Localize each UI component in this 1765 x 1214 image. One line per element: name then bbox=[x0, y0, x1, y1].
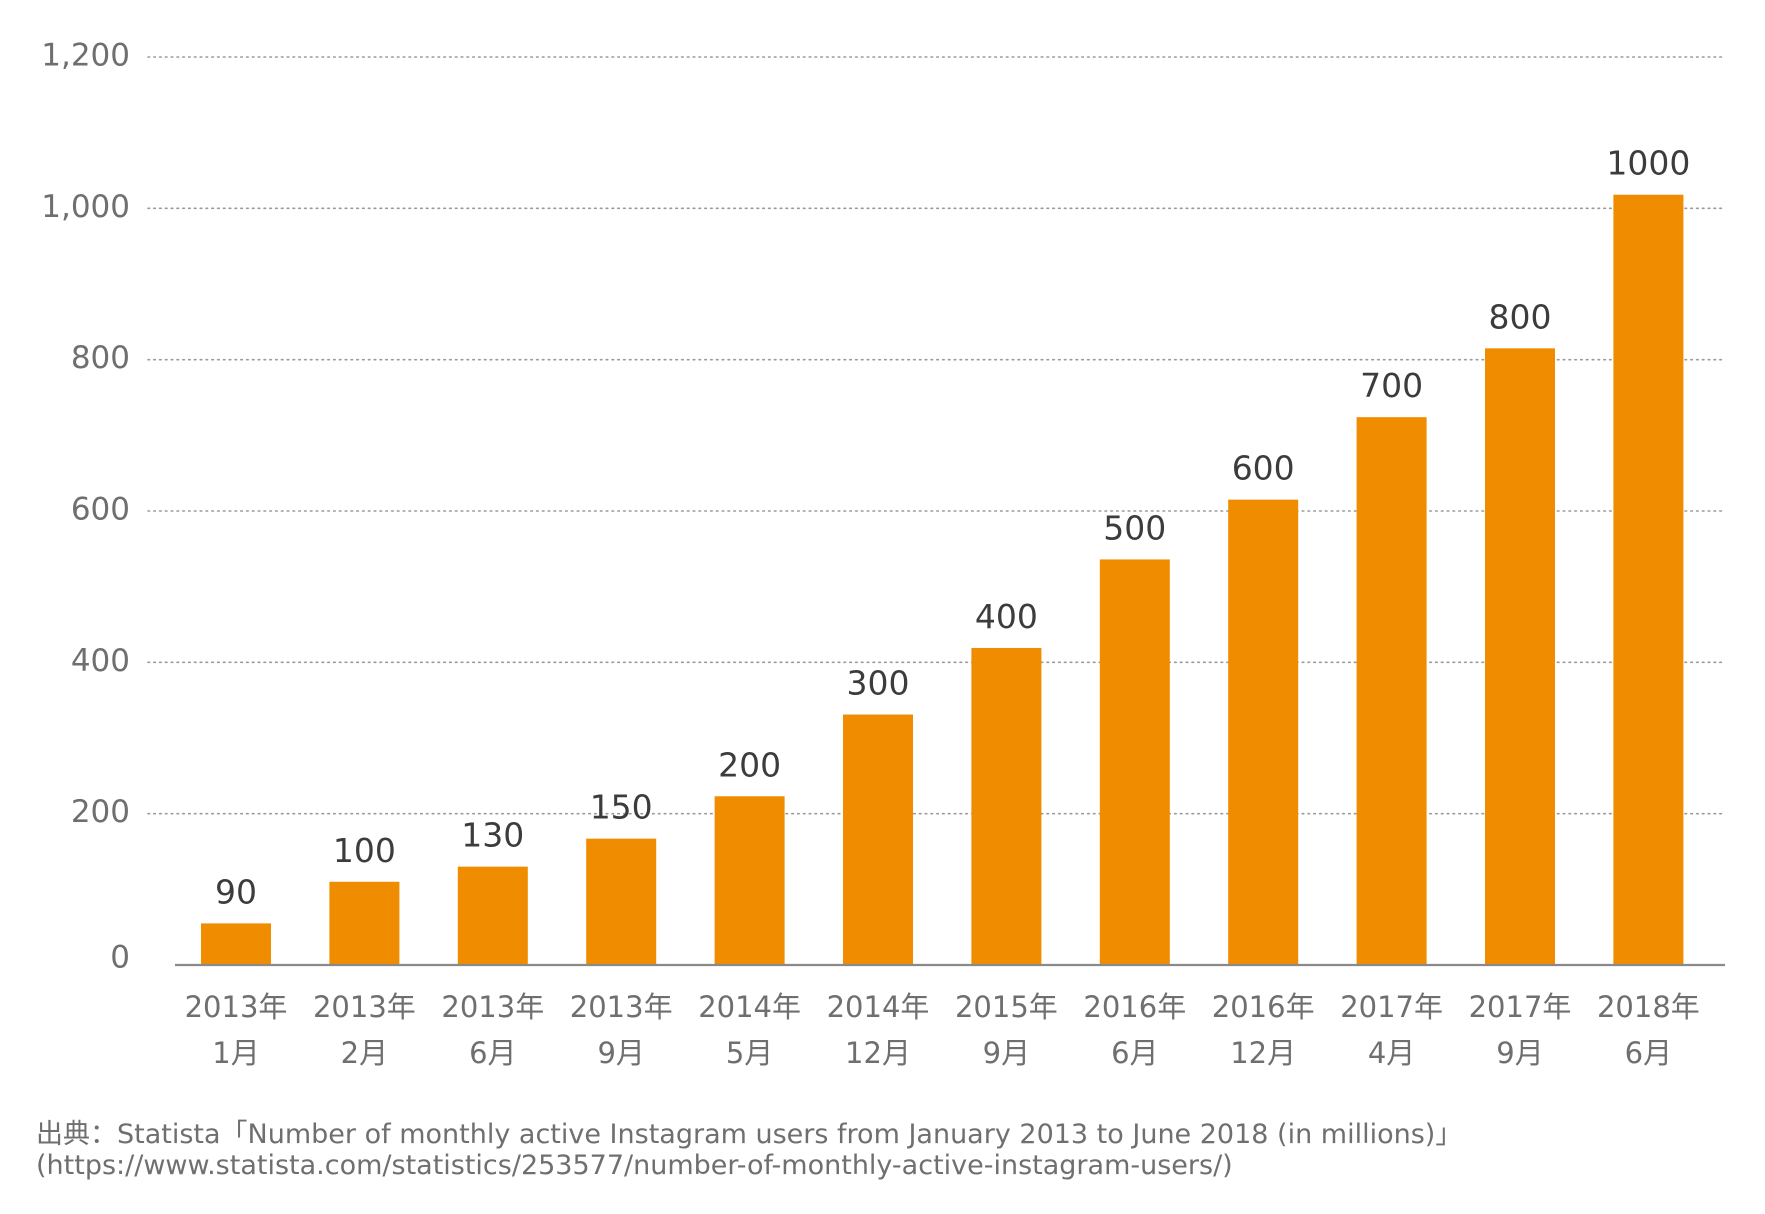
x-tick-label-year: 2017年 bbox=[1469, 990, 1572, 1024]
data-label: 90 bbox=[215, 872, 257, 911]
x-tick-label-year: 2017年 bbox=[1340, 990, 1443, 1024]
y-tick-label: 800 bbox=[71, 340, 130, 376]
data-label: 700 bbox=[1360, 366, 1423, 405]
bar bbox=[201, 923, 271, 965]
x-tick-label-month: 1月 bbox=[212, 1036, 259, 1070]
y-tick-label: 1,000 bbox=[41, 189, 130, 225]
y-tick-label: 0 bbox=[110, 940, 130, 976]
y-tick-label: 400 bbox=[71, 643, 130, 679]
data-label: 500 bbox=[1103, 508, 1166, 547]
bar bbox=[1485, 348, 1555, 966]
bar bbox=[1099, 559, 1170, 965]
data-label: 200 bbox=[718, 745, 781, 784]
x-tick-label-month: 4月 bbox=[1368, 1036, 1415, 1070]
bar bbox=[586, 838, 657, 965]
data-label: 100 bbox=[333, 831, 396, 870]
x-tick-label-month: 9月 bbox=[1496, 1036, 1543, 1070]
x-tick-label-year: 2013年 bbox=[441, 990, 544, 1024]
bar bbox=[971, 647, 1042, 965]
data-label: 1000 bbox=[1606, 144, 1690, 183]
x-tick-label-year: 2013年 bbox=[313, 990, 416, 1024]
data-label: 600 bbox=[1232, 449, 1295, 488]
x-tick-label-year: 2016年 bbox=[1212, 990, 1315, 1024]
data-label: 800 bbox=[1489, 297, 1552, 336]
x-tick-label-year: 2015年 bbox=[955, 990, 1058, 1024]
x-tick-label-year: 2014年 bbox=[827, 990, 930, 1024]
y-tick-label: 1,200 bbox=[41, 38, 130, 74]
bar-chart: 0 200 400 600 800 1,000 1,200 90 2013年 1月 100 2013年… bbox=[41, 38, 1726, 1070]
x-tick-label-year: 2013年 bbox=[185, 990, 288, 1024]
x-tick-label-year: 2013年 bbox=[570, 990, 673, 1024]
data-label: 130 bbox=[461, 816, 524, 855]
bar bbox=[1228, 499, 1299, 965]
x-tick-label-month: 9月 bbox=[597, 1036, 644, 1070]
data-label: 400 bbox=[975, 597, 1038, 636]
bar bbox=[1356, 417, 1427, 965]
x-tick-label-year: 2018年 bbox=[1597, 990, 1700, 1024]
x-tick-label-month: 6月 bbox=[1111, 1036, 1158, 1070]
bar bbox=[714, 796, 785, 965]
source-citation: 出典：Statista「Number of monthly active Ins… bbox=[36, 1119, 1463, 1150]
x-tick-label-month: 12月 bbox=[845, 1036, 911, 1070]
y-tick-label: 600 bbox=[71, 492, 130, 528]
source-url: (https://www.statista.com/statistics/253… bbox=[36, 1150, 1233, 1181]
y-tick-label: 200 bbox=[71, 794, 130, 830]
bar bbox=[1613, 194, 1684, 966]
bar bbox=[457, 866, 528, 965]
bar bbox=[843, 714, 913, 965]
bar bbox=[329, 881, 400, 965]
data-label: 300 bbox=[847, 664, 910, 703]
data-label: 150 bbox=[590, 788, 653, 827]
x-tick-label-year: 2014年 bbox=[698, 990, 801, 1024]
x-tick-label-year: 2016年 bbox=[1083, 990, 1186, 1024]
x-tick-label-month: 6月 bbox=[1625, 1036, 1672, 1070]
x-tick-label-month: 5月 bbox=[726, 1036, 773, 1070]
x-tick-label-month: 9月 bbox=[983, 1036, 1030, 1070]
x-tick-label-month: 2月 bbox=[341, 1036, 388, 1070]
x-tick-label-month: 12月 bbox=[1230, 1036, 1296, 1070]
x-tick-label-month: 6月 bbox=[469, 1036, 516, 1070]
